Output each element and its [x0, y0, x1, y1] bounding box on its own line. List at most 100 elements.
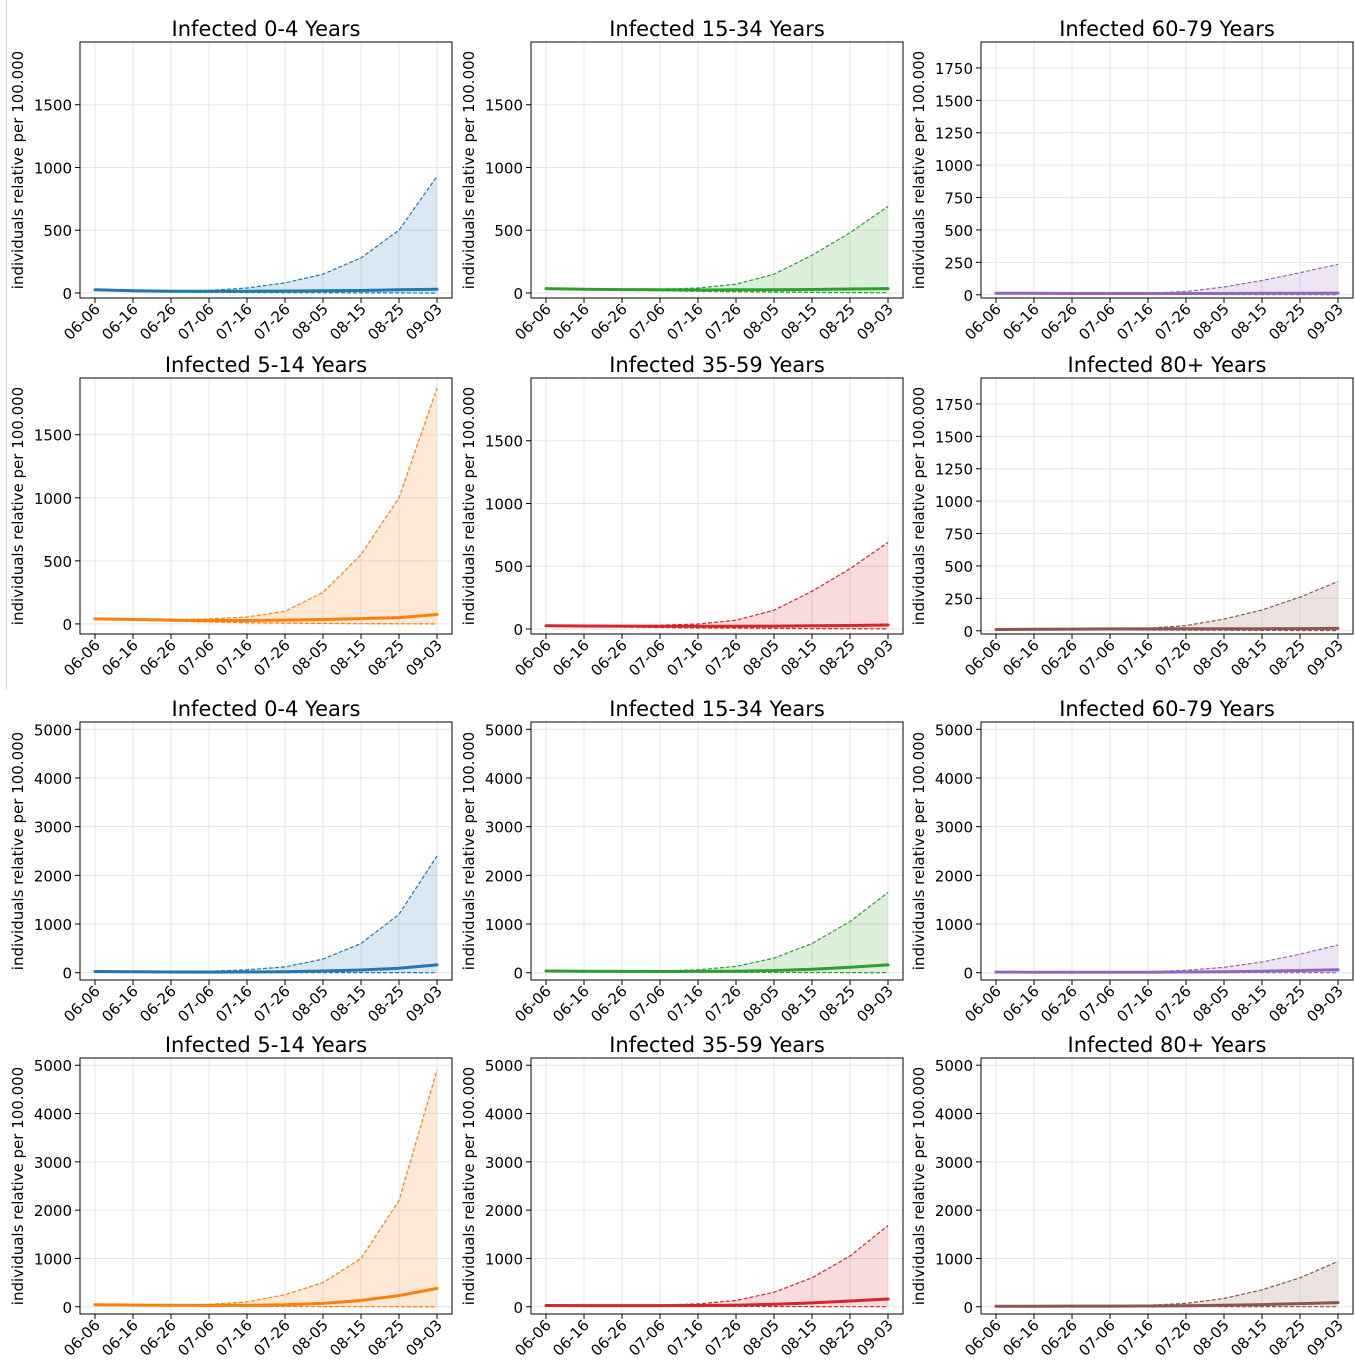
x-tick-label: 07-16: [1113, 636, 1157, 680]
confidence-band: [546, 1225, 888, 1307]
axes-frame: [79, 721, 453, 981]
subplot-title: Infected 35-59 Years: [609, 353, 825, 377]
y-tick-label: 0: [963, 1299, 973, 1317]
x-tick-label: 06-06: [511, 1316, 555, 1360]
x-tick-label: 06-06: [961, 636, 1005, 680]
y-tick-label: 750: [944, 190, 973, 208]
y-tick-label: 0: [963, 623, 973, 641]
x-tick-label: 08-15: [777, 300, 821, 344]
x-tick-label: 08-05: [739, 1316, 783, 1360]
x-tick-label: 07-16: [212, 982, 256, 1026]
x-tick-label: 08-25: [1265, 982, 1309, 1026]
subplot-9: 0 1000 2000 3000 4000 5000 06-0606-1606-2607-0…: [910, 697, 1354, 1026]
y-tick-label: 1000: [485, 495, 523, 513]
x-tick-label: 06-26: [1037, 982, 1081, 1026]
axes-frame: [980, 377, 1354, 635]
series-line-lower: [996, 628, 1339, 632]
x-tick-label: 06-26: [587, 636, 631, 680]
x-tick-label: 07-26: [1151, 982, 1195, 1026]
y-axis-label: individuals relative per 100.000: [910, 1067, 928, 1305]
axes-frame: [980, 1057, 1354, 1315]
x-tick-label: 09-03: [853, 300, 897, 344]
x-tick-label: 08-05: [739, 300, 783, 344]
y-tick-label: 1500: [34, 97, 72, 115]
x-tick-label: 07-06: [1075, 982, 1119, 1026]
y-tick-label: 1000: [935, 916, 973, 934]
y-tick-label: 2000: [485, 1202, 523, 1220]
y-tick-label: 2000: [34, 867, 72, 885]
x-tick-label: 06-06: [60, 636, 104, 680]
x-tick-label: 08-15: [777, 1316, 821, 1360]
y-tick-label: 0: [963, 287, 973, 305]
x-tick-label: 08-05: [739, 982, 783, 1026]
x-tick-label: 06-26: [1037, 300, 1081, 344]
y-tick-label: 4000: [485, 1106, 523, 1124]
y-tick-label: 5000: [935, 721, 973, 739]
subplot-title: Infected 80+ Years: [1068, 1033, 1267, 1057]
x-tick-label: 09-03: [1303, 636, 1347, 680]
y-tick-label: 1750: [935, 60, 973, 78]
x-tick-label: 08-15: [326, 982, 370, 1026]
subplot-title: Infected 15-34 Years: [609, 17, 825, 41]
subplot-title: Infected 15-34 Years: [609, 697, 825, 721]
y-tick-label: 500: [43, 222, 72, 240]
confidence-band: [996, 264, 1338, 295]
x-tick-label: 07-26: [250, 982, 294, 1026]
y-tick-label: 1000: [34, 916, 72, 934]
x-tick-label: 06-26: [1037, 636, 1081, 680]
x-tick-label: 06-26: [1037, 1316, 1081, 1360]
x-tick-label: 08-15: [1227, 300, 1271, 344]
y-tick-label: 1500: [485, 97, 523, 115]
x-tick-label: 08-25: [815, 1316, 859, 1360]
subplot-1: 0 500 1000 1500 06-0606-1606-2607-0607-1607-…: [9, 17, 453, 344]
x-tick-label: 07-26: [250, 300, 294, 344]
x-tick-label: 07-26: [701, 982, 745, 1026]
subplot-3: 0 250 500 750 1000 1250 1500 1750 06-0606-1606-2…: [910, 17, 1354, 344]
y-tick-label: 1000: [34, 1250, 72, 1268]
x-tick-label: 07-06: [1075, 636, 1119, 680]
x-tick-label: 06-06: [60, 1316, 104, 1360]
y-tick-label: 0: [513, 965, 523, 983]
x-tick-label: 07-16: [663, 982, 707, 1026]
x-tick-label: 09-03: [853, 982, 897, 1026]
y-axis-label: individuals relative per 100.000: [460, 51, 478, 289]
x-tick-label: 07-16: [212, 636, 256, 680]
x-tick-label: 08-15: [326, 636, 370, 680]
x-tick-label: 07-06: [625, 300, 669, 344]
y-tick-label: 3000: [485, 819, 523, 837]
y-axis-label: individuals relative per 100.000: [460, 387, 478, 625]
x-tick-label: 06-06: [511, 982, 555, 1026]
axes-frame: [530, 1057, 904, 1315]
x-tick-label: 08-05: [288, 636, 332, 680]
x-tick-label: 08-25: [364, 1316, 408, 1360]
x-tick-label: 07-16: [1113, 300, 1157, 344]
y-tick-label: 5000: [935, 1057, 973, 1075]
x-tick-label: 07-16: [212, 1316, 256, 1360]
y-tick-label: 0: [513, 1299, 523, 1317]
confidence-band: [95, 1070, 437, 1307]
x-tick-label: 07-06: [174, 300, 218, 344]
series-line-upper: [545, 541, 889, 627]
confidence-band: [546, 892, 888, 973]
y-tick-label: 3000: [34, 1154, 72, 1172]
x-tick-label: 06-06: [511, 636, 555, 680]
x-tick-label: 06-16: [999, 1316, 1043, 1360]
x-tick-label: 08-25: [1265, 1316, 1309, 1360]
series-line-lower: [94, 1304, 438, 1308]
x-tick-label: 06-16: [98, 1316, 142, 1360]
subplot-12: 0 1000 2000 3000 4000 5000 06-0606-1606-2607-0…: [910, 1033, 1354, 1360]
x-tick-label: 08-25: [1265, 300, 1309, 344]
x-tick-label: 09-03: [1303, 982, 1347, 1026]
x-tick-label: 07-26: [1151, 636, 1195, 680]
confidence-band: [546, 542, 888, 629]
y-tick-label: 1000: [935, 493, 973, 511]
y-tick-label: 4000: [34, 770, 72, 788]
y-tick-label: 500: [944, 558, 973, 576]
subplot-title: Infected 5-14 Years: [165, 353, 367, 377]
y-tick-label: 3000: [935, 819, 973, 837]
x-tick-label: 06-26: [136, 636, 180, 680]
x-tick-label: 06-16: [999, 300, 1043, 344]
x-tick-label: 08-05: [1189, 1316, 1233, 1360]
x-tick-label: 08-05: [1189, 636, 1233, 680]
y-tick-label: 0: [513, 285, 523, 303]
